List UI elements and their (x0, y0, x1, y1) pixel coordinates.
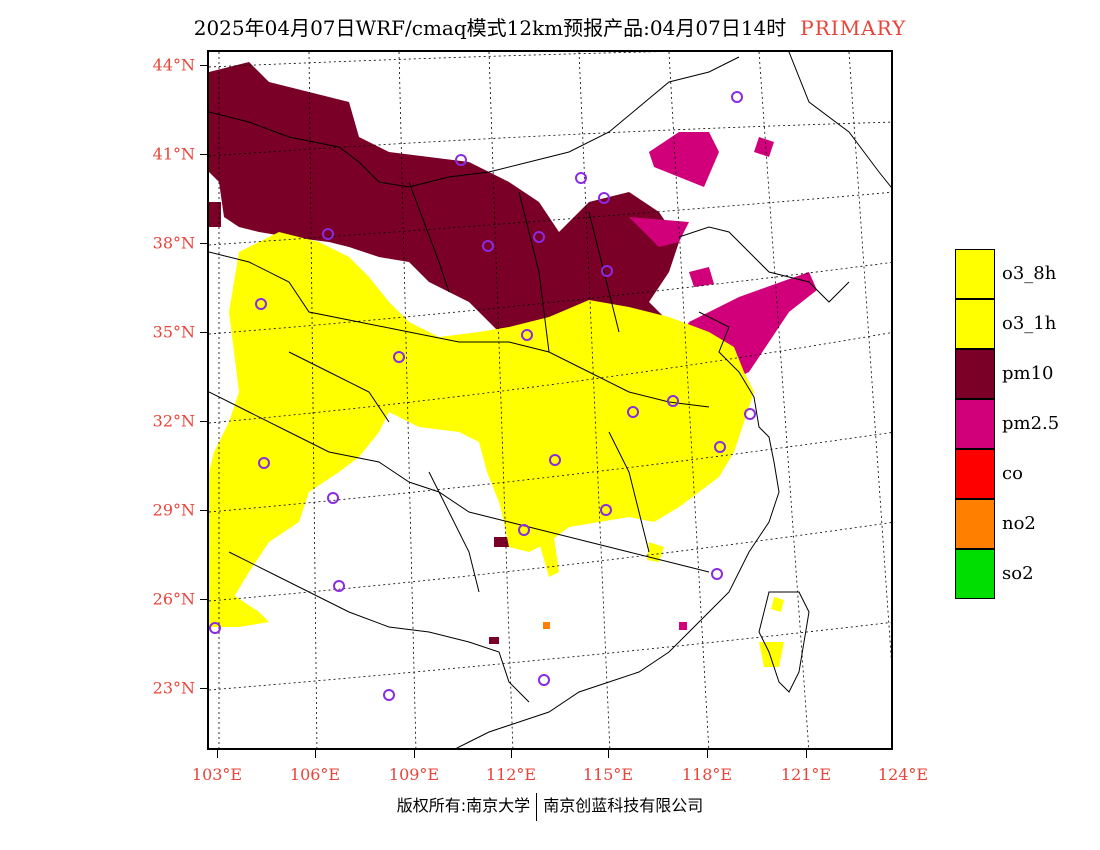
legend-label: pm10 (1002, 363, 1054, 384)
boundaries (209, 52, 891, 748)
legend-label: no2 (1002, 513, 1036, 534)
lat-label-29: 29°N (152, 500, 195, 520)
o3-field (209, 232, 784, 667)
lat-label-23: 23°N (152, 678, 195, 698)
lat-label-38: 38°N (152, 233, 195, 253)
primary-tag: PRIMARY (800, 16, 907, 40)
lon-label-121: 121°E (780, 765, 832, 784)
copyright-credit: 版权所有:南京大学 南京创蓝科技有限公司 (0, 792, 1100, 821)
lon-label-103: 103°E (191, 765, 243, 784)
lon-label-112: 112°E (485, 765, 537, 784)
legend-swatch (955, 299, 995, 349)
lon-tick (707, 750, 708, 758)
lon-label-118: 118°E (681, 765, 733, 784)
lat-tick (200, 243, 208, 244)
lat-tick (200, 510, 208, 511)
legend-swatch (955, 549, 995, 599)
lat-label-44: 44°N (152, 55, 195, 75)
legend-swatch (955, 399, 995, 449)
lon-tick (608, 750, 609, 758)
lon-tick (315, 750, 316, 758)
lon-label-109: 109°E (388, 765, 440, 784)
lat-tick (200, 688, 208, 689)
lon-label-124: 124°E (877, 765, 929, 784)
credit-divider (536, 792, 538, 821)
lat-tick (200, 154, 208, 155)
legend-label: o3_1h (1002, 313, 1057, 334)
lat-tick (200, 599, 208, 600)
legend-swatch (955, 249, 995, 299)
legend-swatch (955, 349, 995, 399)
lon-label-115: 115°E (582, 765, 634, 784)
legend-label: co (1002, 463, 1023, 484)
no2-field (543, 622, 550, 629)
legend-swatch (955, 499, 995, 549)
lon-tick (217, 750, 218, 758)
credit-right: 南京创蓝科技有限公司 (543, 796, 704, 815)
forecast-map[interactable] (207, 50, 893, 750)
lat-label-32: 32°N (152, 411, 195, 431)
station-markers (209, 91, 756, 701)
lat-label-35: 35°N (152, 322, 195, 342)
legend-swatch (955, 449, 995, 499)
map-canvas (209, 52, 891, 748)
credit-left: 版权所有:南京大学 (396, 796, 531, 815)
legend-label: pm2.5 (1002, 413, 1060, 434)
lat-tick (200, 332, 208, 333)
lat-tick (200, 65, 208, 66)
legend-label: so2 (1002, 563, 1034, 584)
graticule (209, 52, 891, 748)
lon-tick (511, 750, 512, 758)
legend-label: o3_8h (1002, 263, 1057, 284)
lat-tick (200, 421, 208, 422)
lat-label-41: 41°N (152, 144, 195, 164)
lon-tick (806, 750, 807, 758)
lon-label-106: 106°E (289, 765, 341, 784)
map-title: 2025年04月07日WRF/cmaq模式12km预报产品:04月07日14时 P… (0, 12, 1100, 41)
lon-tick (414, 750, 415, 758)
title-text: 2025年04月07日WRF/cmaq模式12km预报产品:04月07日14时 (193, 16, 787, 40)
lat-label-26: 26°N (152, 589, 195, 609)
